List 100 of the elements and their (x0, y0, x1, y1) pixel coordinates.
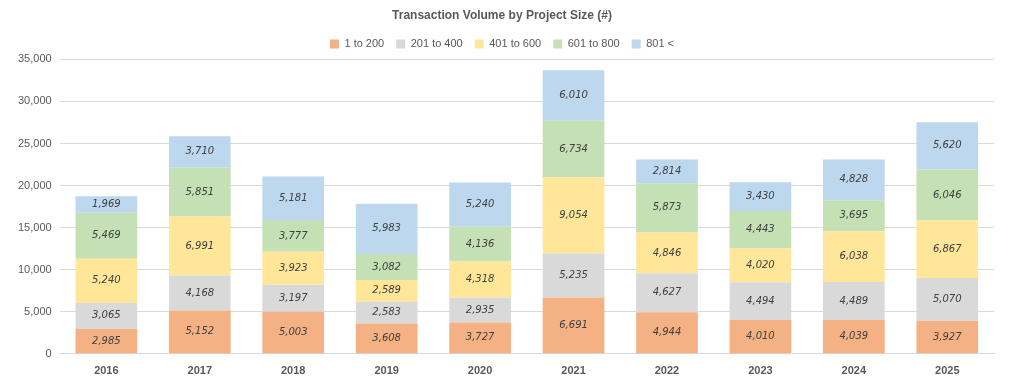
bar (916, 320, 979, 354)
data-label: 3,695 (839, 209, 869, 221)
bar (729, 182, 792, 212)
bar (262, 220, 325, 252)
data-label: 4,489 (839, 294, 869, 306)
y-tick-label: 25,000 (17, 136, 52, 149)
data-label: 5,983 (372, 222, 401, 234)
data-label: 5,070 (932, 293, 962, 305)
bar (636, 232, 698, 274)
bar (262, 251, 325, 285)
data-label: 5,235 (559, 269, 588, 281)
legend-label: 401 to 600 (489, 36, 542, 49)
data-label: 4,828 (839, 173, 869, 185)
x-tick-label: 2016 (94, 364, 119, 377)
legend-label: 601 to 800 (567, 36, 620, 49)
data-label: 6,734 (559, 142, 588, 154)
data-label: 4,846 (652, 246, 682, 258)
y-tick-label: 35,000 (17, 52, 52, 65)
bar (168, 310, 231, 354)
bar (168, 167, 231, 217)
data-label: 5,240 (465, 198, 495, 210)
data-label: 5,152 (185, 325, 215, 337)
y-tick-label: 20,000 (17, 178, 52, 191)
bar (823, 319, 885, 354)
data-label: 3,430 (746, 190, 775, 202)
data-label: 3,608 (372, 331, 401, 343)
x-tick-label: 2018 (280, 364, 306, 377)
x-tick-label: 2023 (748, 364, 773, 377)
data-label: 2,814 (652, 164, 682, 176)
legend-label: 801 < (646, 36, 675, 49)
data-label: 6,991 (185, 239, 215, 251)
bar (729, 211, 792, 249)
data-label: 6,867 (932, 242, 963, 254)
bar (823, 200, 885, 232)
y-tick-label: 15,000 (17, 220, 52, 233)
bar (636, 159, 698, 184)
bar (636, 312, 698, 354)
bar (542, 177, 605, 254)
bar (355, 279, 418, 302)
data-label: 4,168 (185, 286, 215, 298)
bar (75, 212, 138, 259)
x-tick-label: 2019 (374, 364, 399, 377)
data-label: 4,136 (465, 237, 495, 249)
data-label: 3,923 (278, 261, 308, 273)
data-label: 3,727 (465, 331, 496, 343)
data-label: 4,318 (465, 273, 495, 285)
bar (729, 320, 792, 354)
y-tick-label: 0 (45, 346, 52, 359)
data-label: 4,627 (652, 286, 682, 298)
bar (262, 176, 325, 221)
data-label: 4,443 (746, 223, 775, 235)
bar (449, 322, 511, 354)
bar (168, 136, 231, 168)
y-tick-label: 5,000 (24, 304, 52, 317)
bar (542, 120, 605, 178)
bar (449, 261, 511, 298)
bar (449, 182, 511, 227)
bar (636, 183, 698, 233)
data-label: 5,851 (185, 185, 215, 197)
x-tick-label: 2022 (654, 364, 680, 377)
x-tick-label: 2020 (467, 364, 493, 377)
x-tick-label: 2021 (561, 364, 586, 377)
bar (542, 70, 605, 121)
data-label: 6,038 (839, 250, 869, 262)
data-label: 4,494 (746, 294, 775, 306)
x-tick-label: 2017 (187, 364, 213, 377)
data-label: 9,054 (559, 209, 588, 220)
data-label: 6,046 (932, 188, 962, 200)
data-label: 2,589 (372, 284, 401, 296)
data-label: 4,010 (746, 330, 775, 342)
data-label: 6,010 (559, 89, 588, 100)
data-label: 2,985 (92, 334, 121, 346)
bar (355, 254, 418, 280)
bar (168, 275, 231, 311)
data-label: 5,620 (932, 139, 962, 151)
legend-label: 201 to 400 (410, 36, 463, 49)
bar (823, 231, 885, 283)
data-label: 3,777 (278, 229, 309, 241)
data-label: 6,691 (559, 319, 588, 330)
data-label: 5,181 (278, 191, 308, 203)
chart-title: Transaction Volume by Project Size (#) (392, 7, 612, 22)
data-label: 5,240 (92, 274, 121, 286)
legend-label: 1 to 200 (344, 36, 385, 49)
data-label: 3,065 (92, 309, 121, 321)
data-label: 4,944 (652, 326, 682, 338)
bar (729, 248, 792, 283)
bar (823, 159, 885, 201)
y-tick-label: 30,000 (17, 94, 52, 107)
bar (916, 169, 979, 221)
bar (916, 220, 979, 279)
data-label: 3,710 (185, 145, 215, 157)
y-tick-label: 10,000 (17, 262, 52, 275)
data-label: 4,039 (839, 330, 869, 342)
data-label: 3,082 (372, 260, 401, 272)
data-label: 5,469 (92, 229, 121, 241)
bar (542, 297, 605, 354)
x-tick-label: 2025 (935, 364, 960, 377)
bar (355, 323, 418, 354)
x-tick-label: 2024 (841, 364, 867, 377)
data-label: 2,935 (465, 303, 495, 315)
